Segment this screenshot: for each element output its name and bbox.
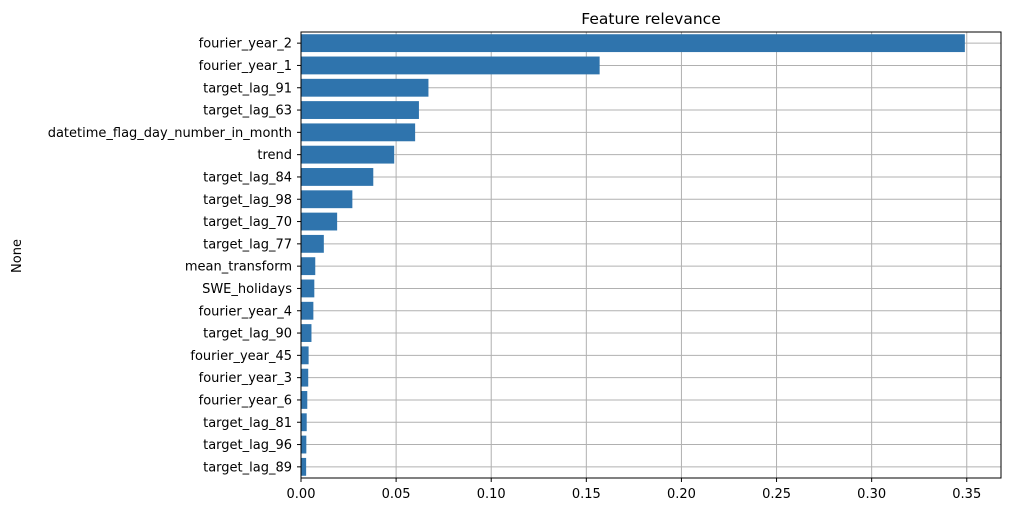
y-tick-label: fourier_year_4 <box>199 304 292 319</box>
chart-title: Feature relevance <box>581 10 720 28</box>
y-tick-label: trend <box>257 148 292 163</box>
y-tick-label: mean_transform <box>185 260 292 275</box>
x-tick-label: 0.15 <box>572 487 601 502</box>
x-tick-label: 0.25 <box>762 487 791 502</box>
x-tick-label: 0.10 <box>477 487 506 502</box>
x-tick-label: 0.00 <box>287 487 316 502</box>
y-tick-label: target_lag_96 <box>203 438 292 453</box>
y-axis-ticks: fourier_year_2 fourier_year_1 target_lag_9… <box>48 37 301 475</box>
y-tick-label: fourier_year_2 <box>199 37 292 52</box>
bar <box>301 301 314 320</box>
bar <box>301 34 965 53</box>
bar <box>301 56 600 75</box>
y-tick-label: target_lag_98 <box>203 193 292 208</box>
bar <box>301 368 309 387</box>
x-tick-label: 0.20 <box>667 487 696 502</box>
bar <box>301 391 308 409</box>
bar <box>301 145 395 164</box>
bar <box>301 212 338 231</box>
plot-frame <box>300 31 1002 479</box>
bar <box>301 78 429 97</box>
grid-layer <box>300 32 1001 478</box>
bar <box>301 435 307 454</box>
bar <box>301 123 416 142</box>
y-tick-label: SWE_holidays <box>202 282 292 297</box>
bar <box>301 324 312 342</box>
y-axis-label: None <box>10 239 25 273</box>
x-tick-label: 0.30 <box>857 487 886 502</box>
bar <box>301 457 307 476</box>
y-tick-label: target_lag_84 <box>203 170 292 185</box>
bar <box>301 101 419 119</box>
y-tick-label: fourier_year_3 <box>199 371 292 386</box>
bar <box>301 168 374 186</box>
y-tick-label: datetime_flag_day_number_in_month <box>48 126 292 141</box>
y-tick-label: fourier_year_45 <box>190 349 292 364</box>
x-tick-label: 0.35 <box>952 487 981 502</box>
y-tick-label: target_lag_81 <box>203 416 292 431</box>
bar <box>301 346 309 365</box>
x-tick-label: 0.05 <box>382 487 411 502</box>
y-tick-label: target_lag_70 <box>203 215 292 230</box>
y-tick-label: target_lag_90 <box>203 327 292 342</box>
bar <box>301 413 307 432</box>
bar <box>301 234 324 253</box>
y-tick-label: fourier_year_1 <box>199 59 292 74</box>
y-tick-label: target_lag_77 <box>203 237 292 252</box>
bar <box>301 190 353 209</box>
x-axis-ticks: 0.00 0.05 0.10 0.15 0.20 0.25 0.30 0.35 <box>287 478 981 502</box>
bars-layer <box>301 34 965 476</box>
y-tick-label: target_lag_91 <box>203 81 292 96</box>
y-tick-label: target_lag_89 <box>203 460 292 475</box>
y-tick-label: target_lag_63 <box>203 104 292 119</box>
bar <box>301 279 315 298</box>
bar <box>301 257 316 276</box>
y-tick-label: fourier_year_6 <box>199 393 292 408</box>
